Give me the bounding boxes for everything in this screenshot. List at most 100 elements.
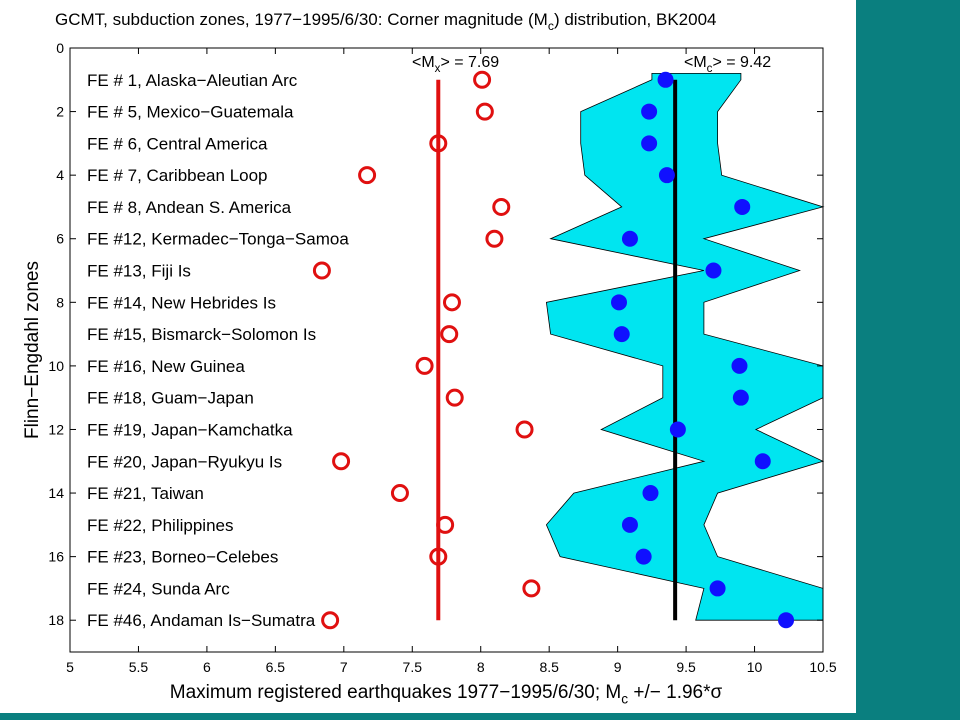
max-magnitude-point [442,293,461,312]
max-magnitude-point [390,484,409,503]
x-tick-label: 6.5 [266,659,286,675]
reference-line-label-tail: > = 9.42 [712,54,771,71]
y-tick-label: 0 [56,40,64,56]
max-magnitude-point [358,166,377,185]
corner-magnitude-point [641,135,658,152]
title-text-sub: c [548,19,554,33]
max-magnitude-point [522,579,541,598]
zone-label: FE #19, Japan−Kamchatka [87,420,293,439]
max-magnitude-point [321,611,340,630]
zone-label: FE #12, Kermadec−Tonga−Samoa [87,230,349,249]
y-tick-label: 8 [56,294,64,310]
max-magnitude-point [473,70,492,89]
corner-magnitude-point [778,612,795,629]
max-magnitude-point [440,325,459,344]
x-tick-label: 7 [340,659,348,675]
x-tick-label: 9.5 [676,659,696,675]
reference-line-label-main: <M [684,54,707,71]
zone-label: FE # 8, Andean S. America [87,198,292,217]
reference-line-label-sub: c [707,63,713,75]
corner-magnitude-point [732,389,749,406]
zone-label: FE #13, Fiji Is [87,262,191,281]
y-tick-label: 6 [56,231,64,247]
corner-magnitude-point [657,71,674,88]
zone-label: FE #46, Andaman Is−Sumatra [87,611,316,630]
max-magnitude-point [436,515,455,534]
corner-magnitude-point [641,103,658,120]
band-polygon [545,73,825,621]
x-tick-label: 5 [66,659,74,675]
x-axis-label: Maximum registered earthquakes 1977−1995… [170,682,723,707]
max-magnitude-point [312,261,331,280]
x-tick-label: 9 [614,659,622,675]
x-tick-label: 10 [747,659,763,675]
zone-label: FE #20, Japan−Ryukyu Is [87,452,282,471]
chart-title: GCMT, subduction zones, 1977−1995/6/30: … [55,10,716,33]
x-tick-label: 7.5 [403,659,423,675]
zone-label: FE # 1, Alaska−Aleutian Arc [87,71,298,90]
zone-label: FE # 6, Central America [87,134,268,153]
zone-label: FE #15, Bismarck−Solomon Is [87,325,316,344]
x-tick-label: 8.5 [539,659,559,675]
corner-magnitude-point [621,230,638,247]
zone-label: FE #14, New Hebrides Is [87,293,276,312]
x-tick-label: 6 [203,659,211,675]
x-tick-label: 5.5 [129,659,149,675]
zone-label: FE #16, New Guinea [87,357,245,376]
axis-labels: Maximum registered earthquakes 1977−1995… [22,261,723,707]
zone-label: FE #21, Taiwan [87,484,204,503]
slide-bottom-bar [0,713,960,720]
title-text-main: GCMT, subduction zones, 1977−1995/6/30: … [55,10,548,29]
zone-label: FE #22, Philippines [87,516,233,535]
corner-magnitude-point [611,294,628,311]
max-magnitude-point [445,388,464,407]
data-points [312,70,795,630]
corner-magnitude-point [642,485,659,502]
x-tick-label: 8 [477,659,485,675]
corner-magnitude-point [613,326,630,343]
zone-label: FE #24, Sunda Arc [87,579,230,598]
reference-line-label-tail: > = 7.69 [440,54,499,71]
y-tick-label: 14 [48,485,64,501]
zone-label: FE # 7, Caribbean Loop [87,166,268,185]
max-magnitude-point [475,102,494,121]
title-text: GCMT, subduction zones, 1977−1995/6/30: … [55,10,716,33]
confidence-band [545,73,825,621]
y-tick-label: 12 [48,421,64,437]
y-tick-label: 10 [48,358,64,374]
title-text-tail: ) distribution, BK2004 [554,10,717,29]
y-tick-label: 18 [48,612,64,628]
max-magnitude-point [415,356,434,375]
corner-magnitude-point [731,357,748,374]
zone-label: FE # 5, Mexico−Guatemala [87,103,294,122]
zone-labels: FE # 1, Alaska−Aleutian Arc FE # 5, Mexic… [87,71,349,630]
reference-line-label: <Mx> = 7.69 [412,54,499,75]
max-magnitude-point [515,420,534,439]
x-axis-label-sub: c [621,692,628,707]
corner-magnitude-point [621,516,638,533]
plot-frame [69,47,824,653]
y-tick-label: 16 [48,549,64,565]
reference-line-label-main: <M [412,54,435,71]
reference-line-label-sub: x [435,63,441,75]
max-magnitude-point [332,452,351,471]
y-tick-label: 4 [56,167,64,183]
corner-magnitude-point [705,262,722,279]
x-axis-label-tail: +/− 1.96*σ [628,682,722,703]
corner-magnitude-point [754,453,771,470]
x-axis-label-main: Maximum registered earthquakes 1977−1995… [170,682,622,703]
max-magnitude-point [429,134,448,153]
zone-label: FE #23, Borneo−Celebes [87,548,278,567]
max-magnitude-point [429,547,448,566]
slide-side-bar [856,0,960,720]
max-magnitude-point [485,229,504,248]
corner-magnitude-point [669,421,686,438]
zone-label: FE #18, Guam−Japan [87,389,254,408]
reference-line-label: <Mc> = 9.42 [684,54,771,75]
max-magnitude-point [492,197,511,216]
y-tick-label: 2 [56,104,64,120]
axes: 5 5.5 6 6.5 7 7.5 8 8.5 9 9.5 10 10.5 0 2 4 6 8 10 12 14 16 1… [48,40,836,675]
x-tick-label: 10.5 [809,659,836,675]
corner-magnitude-point [658,167,675,184]
